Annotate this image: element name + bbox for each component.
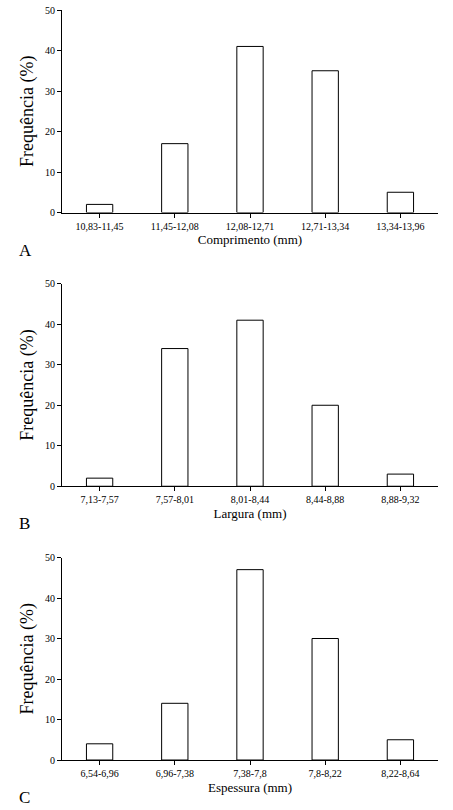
svg-text:8,22-8,64: 8,22-8,64 — [381, 768, 419, 779]
svg-text:10: 10 — [45, 167, 55, 178]
svg-text:50: 50 — [45, 278, 55, 289]
svg-text:Frequência (%): Frequência (%) — [17, 56, 38, 167]
svg-text:7,57-8,01: 7,57-8,01 — [156, 494, 194, 505]
svg-text:10: 10 — [45, 714, 55, 725]
svg-text:8,44-8,88: 8,44-8,88 — [306, 494, 344, 505]
svg-text:40: 40 — [45, 593, 55, 604]
svg-text:40: 40 — [45, 319, 55, 330]
svg-text:12,08-12,71: 12,08-12,71 — [226, 221, 274, 232]
svg-text:12,71-13,34: 12,71-13,34 — [301, 221, 349, 232]
svg-text:30: 30 — [45, 86, 55, 97]
svg-text:10: 10 — [45, 440, 55, 451]
svg-text:C: C — [19, 788, 30, 807]
svg-text:B: B — [19, 514, 30, 533]
svg-text:30: 30 — [45, 633, 55, 644]
svg-text:7,38-7,8: 7,38-7,8 — [233, 768, 266, 779]
svg-text:8,88-9,32: 8,88-9,32 — [381, 494, 419, 505]
svg-text:6,96-7,38: 6,96-7,38 — [156, 768, 194, 779]
svg-text:Comprimento (mm): Comprimento (mm) — [198, 232, 302, 247]
svg-text:50: 50 — [45, 5, 55, 16]
svg-text:13,34-13,96: 13,34-13,96 — [376, 221, 424, 232]
svg-text:Largura (mm): Largura (mm) — [213, 506, 286, 521]
svg-text:0: 0 — [50, 207, 55, 218]
svg-text:0: 0 — [50, 755, 55, 766]
svg-text:40: 40 — [45, 45, 55, 56]
svg-text:11,45-12,08: 11,45-12,08 — [151, 221, 199, 232]
svg-text:Frequência (%): Frequência (%) — [17, 603, 38, 714]
svg-text:6,54-6,96: 6,54-6,96 — [80, 768, 118, 779]
svg-text:Frequência (%): Frequência (%) — [17, 329, 38, 440]
svg-text:30: 30 — [45, 359, 55, 370]
svg-text:A: A — [19, 241, 32, 260]
svg-text:20: 20 — [45, 400, 55, 411]
svg-text:10,83-11,45: 10,83-11,45 — [76, 221, 124, 232]
svg-text:20: 20 — [45, 126, 55, 137]
svg-text:Espessura (mm): Espessura (mm) — [208, 780, 292, 795]
svg-text:50: 50 — [45, 552, 55, 563]
svg-text:8,01-8,44: 8,01-8,44 — [231, 494, 269, 505]
svg-text:7,8-8,22: 7,8-8,22 — [309, 768, 342, 779]
svg-text:7,13-7,57: 7,13-7,57 — [80, 494, 118, 505]
svg-text:0: 0 — [50, 481, 55, 492]
svg-text:20: 20 — [45, 674, 55, 685]
